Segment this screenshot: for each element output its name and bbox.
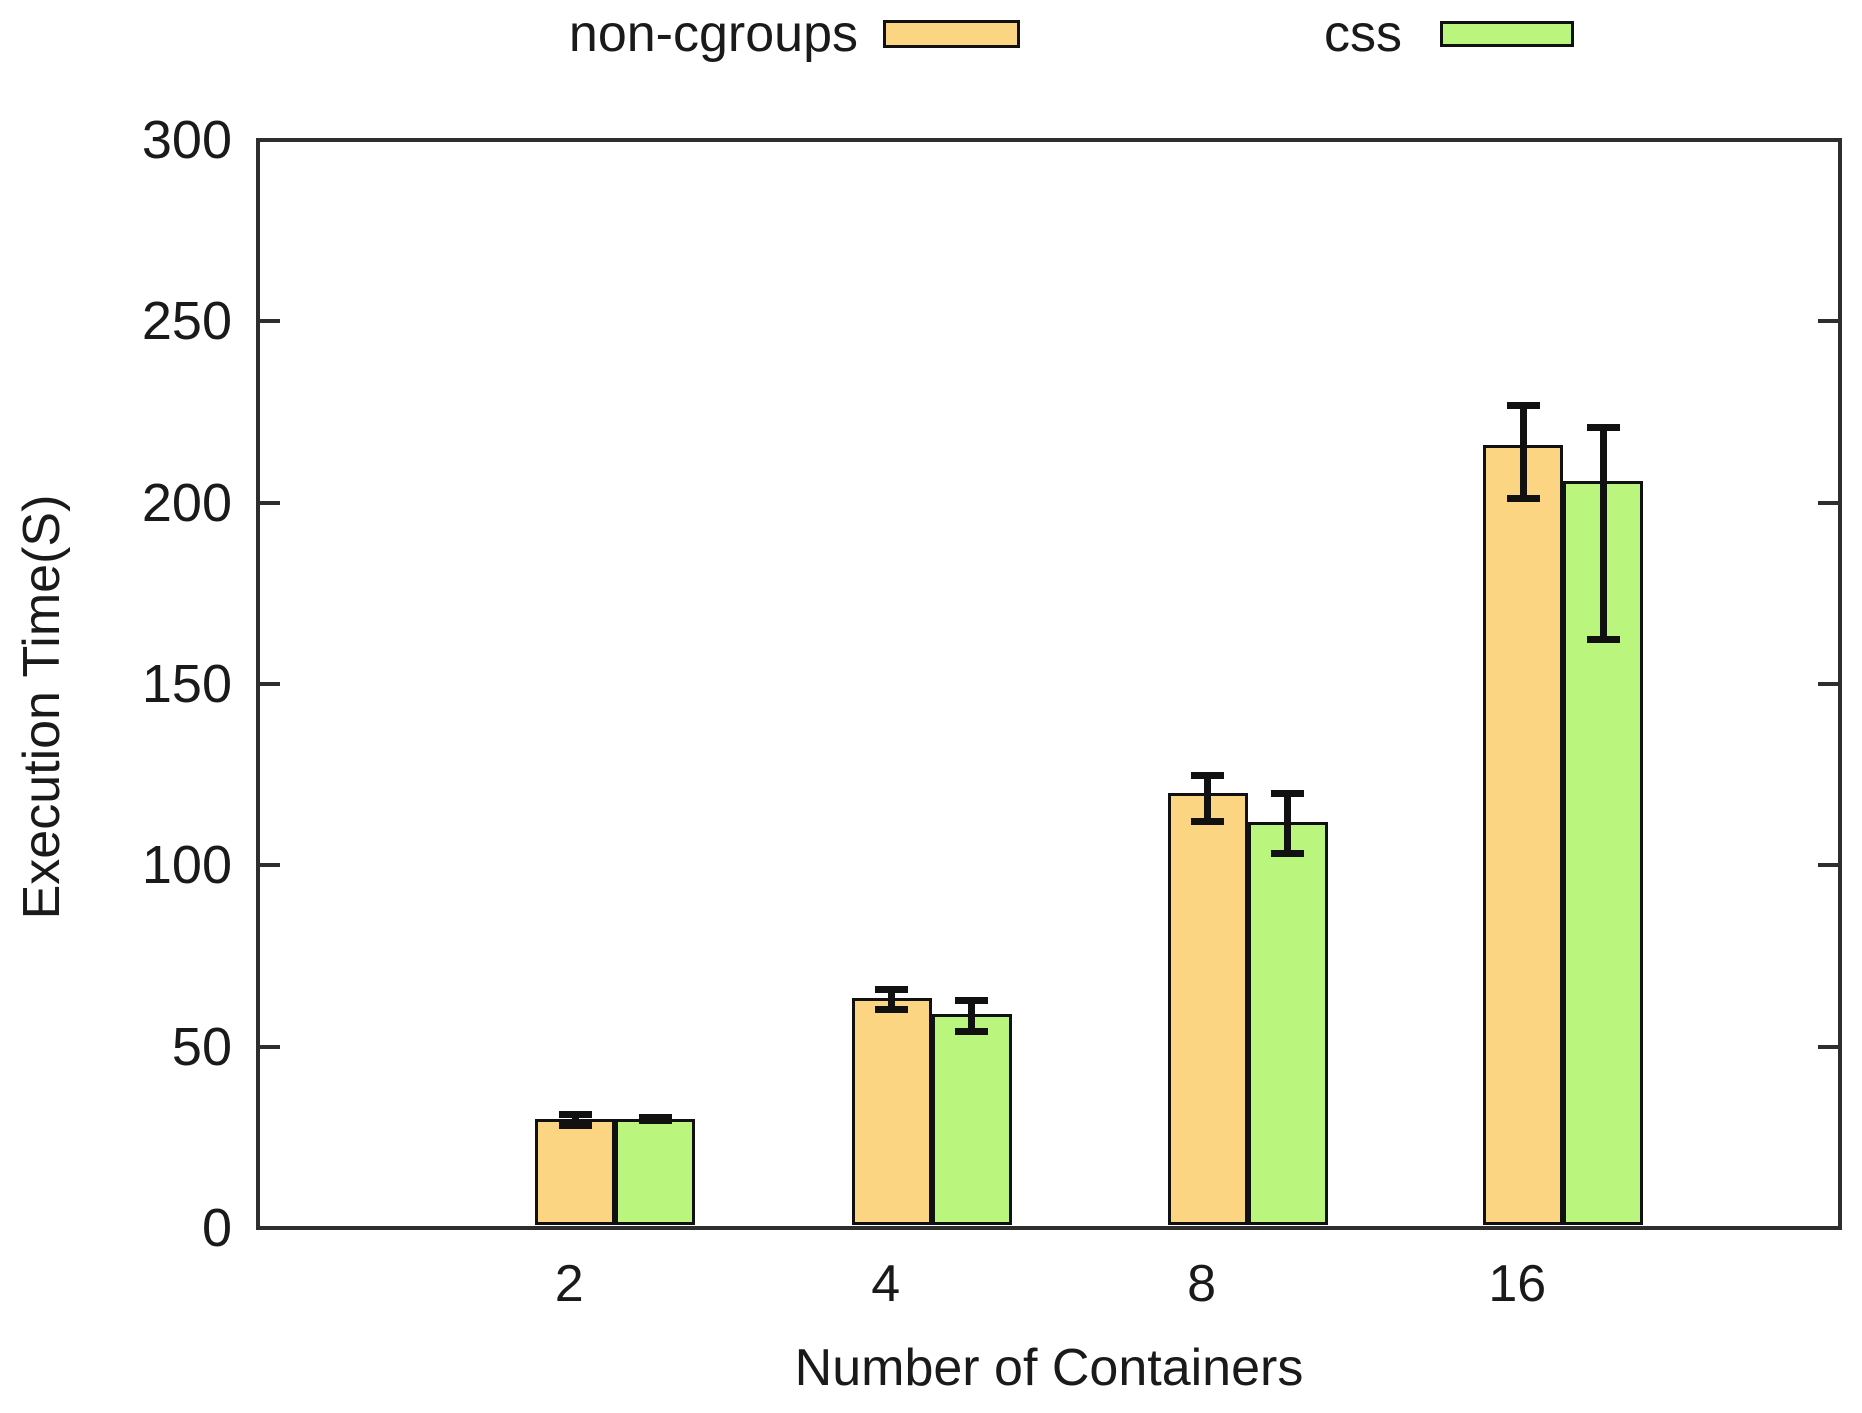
x-tick-label: 16	[1488, 1255, 1547, 1313]
error-bar-cap-bottom	[638, 1117, 672, 1124]
y-tick-label: 200	[141, 472, 232, 533]
error-bar-cap-bottom	[558, 1122, 592, 1130]
error-bar-cap-top	[1506, 401, 1540, 409]
y-tick-right	[1818, 500, 1840, 505]
x-tick-label: 4	[871, 1255, 901, 1313]
y-tick-left	[258, 138, 280, 142]
error-bar-cap-top	[875, 985, 909, 993]
y-tick-right	[1818, 863, 1840, 868]
y-tick-left	[258, 1226, 280, 1230]
y-axis-title: Execution Time(S)	[13, 494, 71, 920]
bar-css-4	[931, 1014, 1012, 1225]
legend-label-non-cgroups: non-cgroups	[568, 5, 858, 63]
error-bar-stem	[1204, 774, 1212, 822]
y-tick-right	[1818, 319, 1840, 324]
error-bar-cap-bottom	[955, 1028, 989, 1036]
error-bar-cap-top	[1586, 423, 1620, 431]
error-bar-cap-top	[1271, 789, 1305, 797]
bar-non-cgroups-16	[1483, 444, 1564, 1225]
y-tick-left	[258, 682, 280, 686]
error-bar-stem	[571, 1113, 579, 1127]
y-tick-right	[1818, 682, 1840, 686]
error-bar-cap-bottom	[1191, 817, 1225, 825]
bar-css-8	[1247, 821, 1328, 1225]
y-tick-right	[1818, 138, 1840, 142]
error-bar-stem	[888, 988, 896, 1011]
y-tick-left	[258, 500, 280, 505]
y-tick-left	[258, 863, 280, 868]
error-bar-cap-top	[558, 1110, 592, 1118]
error-bar-cap-top	[1191, 771, 1225, 779]
y-tick-left	[258, 319, 280, 324]
x-tick-label: 2	[554, 1255, 584, 1313]
legend-label-css: css	[1324, 5, 1402, 63]
y-tick-right	[1818, 1044, 1840, 1049]
error-bar-cap-bottom	[1506, 495, 1540, 503]
bar-css-2	[615, 1119, 696, 1225]
y-tick-left	[258, 1044, 280, 1049]
bar-non-cgroups-2	[535, 1119, 616, 1225]
y-tick-right	[1818, 1226, 1840, 1230]
legend-swatch-non-cgroups	[883, 20, 1020, 48]
error-bar-stem	[1599, 426, 1607, 641]
y-tick-label: 0	[201, 1198, 232, 1258]
error-bar-stem	[1284, 792, 1292, 855]
y-tick-label: 50	[171, 1016, 232, 1077]
x-axis-title: Number of Containers	[794, 1339, 1304, 1397]
y-tick-label: 250	[141, 291, 232, 352]
error-bar-cap-bottom	[1271, 850, 1305, 858]
y-tick-label: 150	[141, 654, 232, 714]
bar-non-cgroups-4	[851, 997, 932, 1225]
error-bar-cap-bottom	[875, 1006, 909, 1014]
x-tick-label: 8	[1187, 1255, 1216, 1313]
error-bar-cap-top	[955, 996, 989, 1004]
y-tick-label: 100	[141, 835, 232, 896]
error-bar-stem	[968, 999, 976, 1033]
y-tick-label: 300	[141, 110, 232, 170]
error-bar-cap-bottom	[1586, 636, 1620, 644]
bar-non-cgroups-8	[1167, 792, 1248, 1225]
error-bar-stem	[1519, 404, 1527, 500]
legend-swatch-css	[1440, 21, 1574, 47]
bar-css-16	[1563, 480, 1644, 1225]
